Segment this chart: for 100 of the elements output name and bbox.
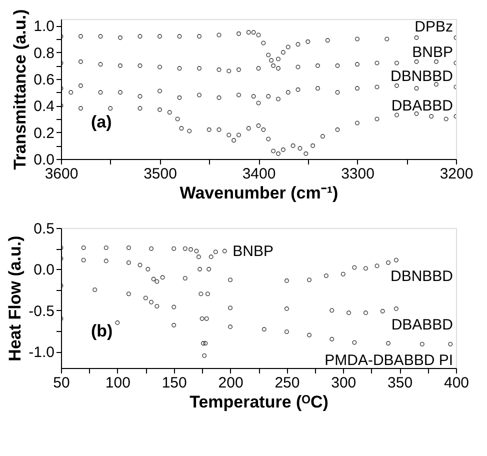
y-tick-label: 0.4: [34, 98, 54, 116]
point: [236, 132, 242, 138]
point: [206, 127, 212, 132]
point: [177, 34, 182, 39]
point: [149, 300, 154, 304]
point: [251, 94, 256, 99]
point: [198, 266, 202, 272]
point: [222, 248, 227, 254]
point: [143, 296, 148, 300]
point: [335, 63, 340, 68]
point: [78, 59, 84, 64]
point: [78, 106, 84, 111]
series-label: DPBz: [414, 18, 453, 36]
point: [330, 336, 334, 342]
point: [261, 127, 266, 132]
point: [126, 260, 131, 265]
point: [196, 34, 202, 39]
point: [352, 340, 357, 345]
point: [216, 127, 222, 132]
point: [306, 39, 310, 44]
point: [266, 52, 271, 58]
point: [228, 278, 233, 282]
point: [115, 320, 120, 325]
point: [269, 58, 274, 63]
point: [394, 83, 400, 88]
point: [320, 134, 325, 139]
point: [206, 266, 212, 272]
point: [394, 306, 398, 311]
point: [363, 266, 368, 271]
point: [118, 63, 123, 68]
point: [138, 106, 142, 111]
point: [310, 143, 316, 148]
point: [236, 31, 242, 36]
point: [448, 342, 453, 346]
point: [354, 86, 360, 91]
y-tick-label: 0.0: [34, 262, 54, 279]
point: [429, 114, 434, 119]
x-tick-label: 50: [53, 374, 70, 392]
point: [98, 34, 103, 39]
point: [226, 68, 232, 74]
y-axis-title: Transmittance (a.u.): [10, 9, 30, 170]
point: [138, 63, 142, 68]
point: [172, 246, 176, 251]
point: [394, 258, 398, 262]
point: [203, 341, 208, 346]
point: [352, 265, 357, 270]
point: [202, 353, 207, 358]
annotation: (b): [91, 322, 113, 341]
point: [78, 83, 84, 88]
point: [354, 36, 360, 42]
point: [126, 292, 131, 296]
point: [340, 272, 346, 276]
point: [149, 246, 154, 251]
x-tick-label: 400: [444, 374, 470, 392]
point: [266, 94, 271, 99]
point: [414, 111, 419, 116]
point: [256, 32, 261, 38]
point: [213, 250, 218, 254]
point: [208, 254, 214, 260]
point: [420, 342, 424, 346]
point: [157, 34, 162, 39]
point: [280, 147, 286, 152]
point: [204, 316, 209, 321]
x-tick-label: 3400: [242, 166, 276, 182]
point: [394, 112, 400, 118]
point: [216, 67, 222, 72]
point: [200, 316, 204, 321]
x-tick-label: 3200: [440, 166, 474, 182]
point: [246, 30, 251, 35]
point: [271, 63, 276, 68]
point: [154, 304, 160, 309]
x-tick-label: 250: [274, 374, 300, 392]
point: [138, 34, 142, 39]
point: [256, 66, 261, 71]
point: [200, 341, 206, 346]
point: [198, 292, 204, 296]
point: [307, 278, 312, 282]
point: [196, 92, 202, 98]
point: [251, 30, 256, 35]
point: [194, 248, 199, 254]
point: [296, 64, 300, 70]
point: [179, 126, 184, 131]
x-tick-label: 350: [388, 374, 413, 392]
point: [284, 278, 289, 283]
y-tick-label: 0.6: [34, 72, 54, 88]
point: [188, 247, 194, 252]
point: [324, 273, 328, 278]
point: [157, 107, 162, 112]
point: [98, 90, 103, 95]
point: [315, 86, 320, 91]
point: [394, 60, 400, 66]
point: [205, 292, 210, 296]
x-tick-label: 3500: [144, 166, 177, 182]
point: [92, 287, 98, 292]
point: [78, 34, 84, 39]
point: [226, 132, 232, 138]
point: [236, 92, 242, 98]
point: [330, 308, 334, 313]
point: [160, 275, 165, 280]
point: [216, 32, 222, 38]
